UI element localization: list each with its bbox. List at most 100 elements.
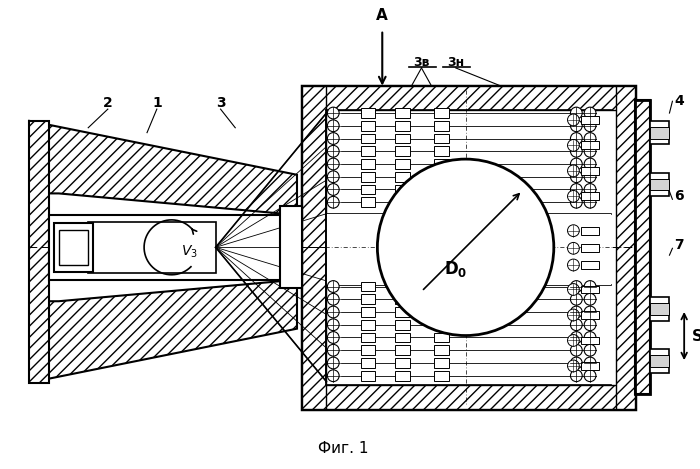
Bar [302, 385, 635, 409]
Bar [581, 142, 599, 149]
Bar [395, 333, 409, 342]
Polygon shape [29, 280, 297, 383]
Bar [434, 320, 449, 330]
Bar [395, 108, 409, 118]
Bar [360, 371, 375, 381]
Circle shape [584, 145, 596, 157]
Bar [54, 223, 93, 272]
Bar [395, 172, 409, 182]
Bar [29, 121, 49, 383]
Bar [360, 121, 375, 131]
Bar [581, 362, 599, 370]
Bar [360, 197, 375, 207]
Text: 3н: 3н [447, 55, 464, 68]
Bar [326, 214, 610, 285]
Circle shape [568, 309, 580, 321]
Circle shape [584, 344, 596, 356]
Bar [395, 345, 409, 355]
Bar [581, 244, 599, 252]
Bar [88, 222, 216, 273]
Bar [302, 85, 635, 110]
Bar [280, 206, 302, 288]
Bar [360, 345, 375, 355]
Bar [581, 227, 599, 234]
Text: 7: 7 [674, 238, 684, 252]
Text: 3в: 3в [413, 55, 430, 68]
Bar [434, 159, 449, 169]
Polygon shape [29, 121, 297, 215]
Circle shape [328, 171, 339, 182]
Bar [360, 307, 375, 317]
Bar [49, 215, 302, 280]
Bar [434, 358, 449, 368]
Text: 3: 3 [216, 96, 225, 110]
Circle shape [328, 120, 339, 132]
Bar [434, 185, 449, 194]
Circle shape [584, 280, 596, 292]
Circle shape [568, 259, 580, 271]
Bar [434, 134, 449, 144]
Circle shape [570, 306, 582, 318]
Circle shape [584, 294, 596, 305]
Circle shape [570, 370, 582, 382]
Bar [395, 134, 409, 144]
Bar [360, 159, 375, 169]
Bar [395, 371, 409, 381]
Bar [360, 358, 375, 368]
Bar [360, 320, 375, 330]
Bar [650, 127, 669, 138]
Bar [360, 185, 375, 194]
Bar [650, 355, 669, 367]
Circle shape [568, 284, 580, 295]
Circle shape [328, 145, 339, 157]
Bar [650, 297, 669, 321]
Bar [581, 167, 599, 175]
Text: 1: 1 [152, 96, 162, 110]
Bar [395, 295, 409, 304]
Circle shape [570, 280, 582, 292]
Circle shape [328, 294, 339, 305]
Bar [434, 345, 449, 355]
Circle shape [584, 183, 596, 196]
Circle shape [570, 197, 582, 208]
Circle shape [584, 133, 596, 144]
Circle shape [328, 370, 339, 382]
Circle shape [328, 280, 339, 292]
Circle shape [570, 294, 582, 305]
Circle shape [568, 190, 580, 202]
Circle shape [584, 357, 596, 369]
Bar [650, 173, 669, 197]
Bar [650, 179, 669, 190]
Circle shape [570, 107, 582, 119]
Bar [635, 100, 650, 394]
Circle shape [568, 360, 580, 372]
Circle shape [328, 133, 339, 144]
Circle shape [328, 332, 339, 343]
Bar [434, 281, 449, 291]
Circle shape [570, 332, 582, 343]
Bar [581, 311, 599, 319]
Circle shape [377, 159, 554, 335]
Circle shape [570, 357, 582, 369]
Bar [395, 146, 409, 156]
Circle shape [568, 165, 580, 177]
Circle shape [570, 344, 582, 356]
Bar [360, 281, 375, 291]
Bar [395, 358, 409, 368]
Text: $\mathbf{D_0}$: $\mathbf{D_0}$ [444, 259, 468, 279]
Circle shape [584, 319, 596, 331]
Bar [395, 281, 409, 291]
Circle shape [328, 306, 339, 318]
Bar [360, 146, 375, 156]
Circle shape [584, 171, 596, 182]
Circle shape [328, 197, 339, 208]
Bar [395, 197, 409, 207]
Circle shape [584, 332, 596, 343]
Text: 4: 4 [674, 94, 684, 108]
Bar [395, 320, 409, 330]
Circle shape [584, 107, 596, 119]
Text: S: S [692, 328, 700, 343]
Bar [434, 108, 449, 118]
Text: 6: 6 [674, 189, 684, 204]
Bar [434, 307, 449, 317]
